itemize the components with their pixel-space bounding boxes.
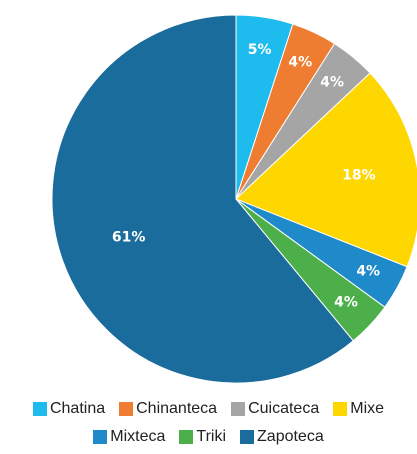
legend-row-1: Chatina Chinanteca Cuicateca Mixe: [0, 400, 417, 418]
pie-labels: 5% 4% 4% 18% 4% 4% 61%: [112, 42, 380, 310]
pie-chart: 5% 4% 4% 18% 4% 4% 61%: [51, 14, 417, 384]
legend-item-chinanteca: Chinanteca: [119, 400, 217, 418]
legend-item-zapoteca: Zapoteca: [240, 428, 324, 446]
legend-label-mixe: Mixe: [350, 400, 385, 417]
legend-label-chinanteca: Chinanteca: [136, 400, 218, 417]
legend-swatch-mixteca: [93, 430, 108, 444]
pie-slice-zapoteca: [51, 14, 354, 384]
legend-swatch-zapoteca: [240, 430, 255, 444]
legend-label-triki: Triki: [196, 428, 227, 445]
legend-label-zapoteca: Zapoteca: [257, 428, 324, 445]
legend-item-mixteca: Mixteca: [93, 428, 165, 446]
legend-label-mixteca: Mixteca: [110, 428, 166, 445]
legend-label-chatina: Chatina: [49, 400, 106, 417]
data-label-mixe: 18%: [342, 168, 376, 184]
legend-item-chatina: Chatina: [32, 400, 106, 418]
data-label-chinanteca: 4%: [288, 54, 312, 70]
legend-item-cuicateca: Cuicateca: [231, 400, 319, 418]
legend-swatch-cuicateca: [231, 402, 246, 416]
data-label-triki: 4%: [334, 294, 358, 310]
legend-swatch-chinanteca: [119, 402, 134, 416]
data-label-chatina: 5%: [248, 42, 272, 58]
pie-slices: [51, 14, 417, 384]
legend-label-cuicateca: Cuicateca: [248, 400, 320, 417]
legend-item-mixe: Mixe: [333, 400, 384, 418]
legend-row-2: Mixteca Triki Zapoteca: [0, 428, 417, 446]
legend-item-triki: Triki: [179, 428, 226, 446]
legend-swatch-triki: [179, 430, 194, 444]
legend-swatch-chatina: [32, 402, 47, 416]
data-label-zapoteca: 61%: [112, 230, 146, 246]
data-label-cuicateca: 4%: [320, 75, 344, 91]
legend-swatch-mixe: [333, 402, 348, 416]
data-label-mixteca: 4%: [356, 264, 380, 280]
